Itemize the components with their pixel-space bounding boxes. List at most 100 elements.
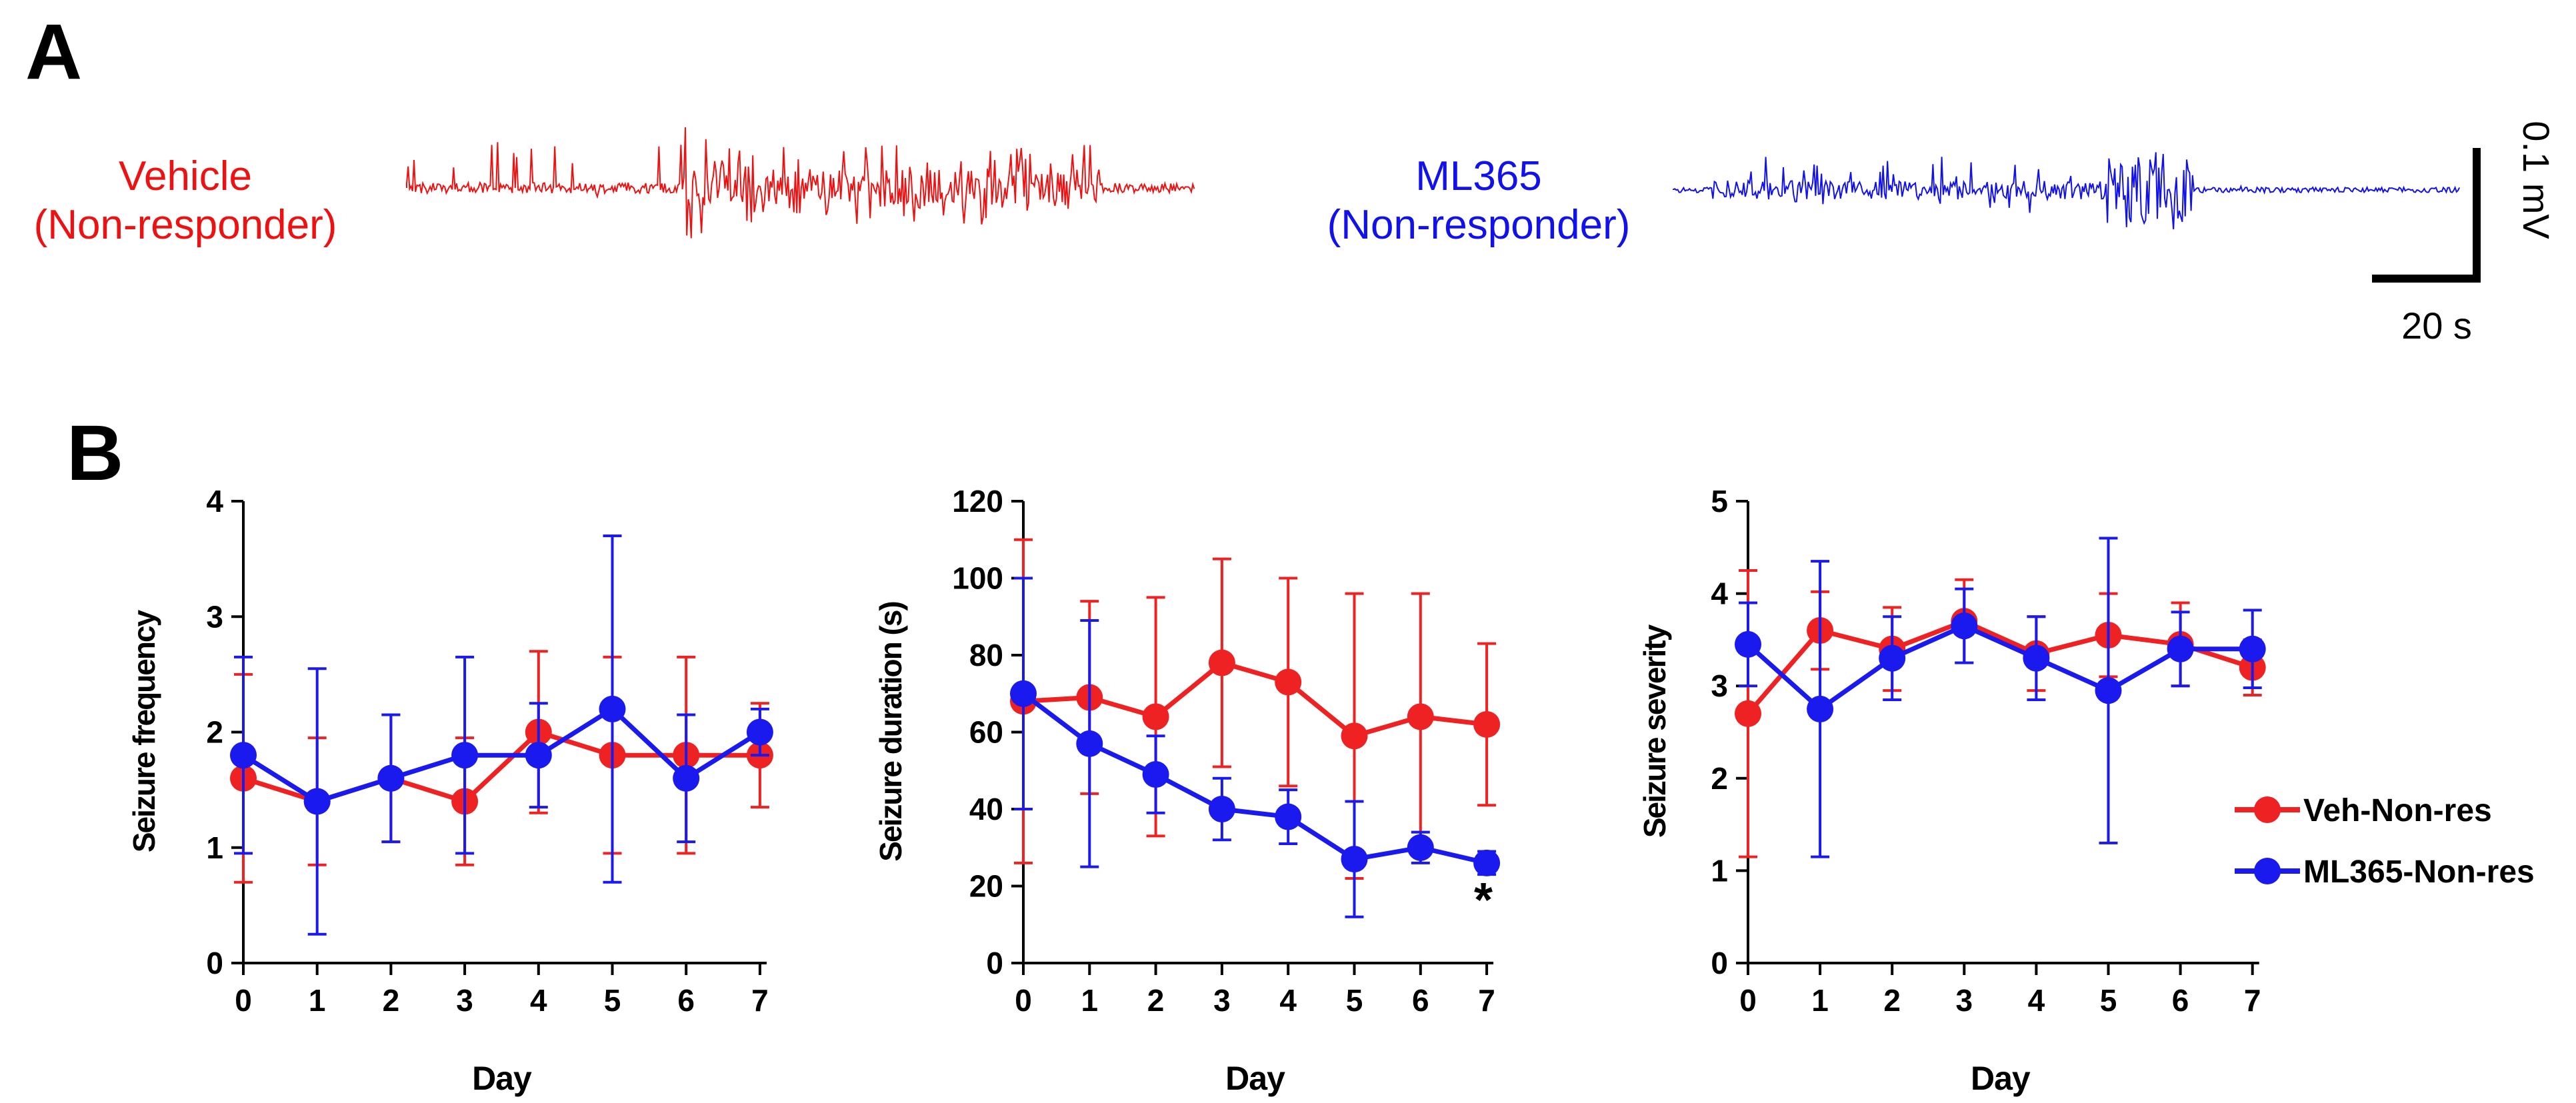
x-tick-label: 6 bbox=[1412, 983, 1429, 1018]
x-tick-label: 5 bbox=[1346, 983, 1363, 1018]
y-axis-label: Seizure frequency bbox=[127, 609, 161, 852]
data-point-ml365-non-res bbox=[230, 742, 257, 769]
data-point-veh-non-res bbox=[1275, 668, 1302, 696]
x-tick-label: 4 bbox=[1279, 983, 1297, 1018]
x-tick-label: 7 bbox=[2244, 983, 2261, 1018]
y-tick-label: 0 bbox=[1711, 946, 1728, 980]
y-tick-label: 2 bbox=[206, 715, 223, 750]
y-tick-label: 120 bbox=[952, 484, 1003, 519]
x-tick-label: 1 bbox=[309, 983, 326, 1018]
data-point-ml365-non-res bbox=[2095, 677, 2122, 704]
x-tick-label: 3 bbox=[1213, 983, 1231, 1018]
data-point-ml365-non-res bbox=[746, 718, 773, 746]
data-point-ml365-non-res bbox=[451, 742, 479, 769]
panel-a-label: A bbox=[25, 8, 82, 96]
scale-bar bbox=[2372, 148, 2481, 283]
significance-asterisk: * bbox=[1474, 874, 1493, 927]
data-point-ml365-non-res bbox=[1407, 834, 1434, 861]
data-point-ml365-non-res bbox=[1142, 761, 1169, 788]
x-tick-label: 0 bbox=[1015, 983, 1032, 1018]
data-point-ml365-non-res bbox=[673, 764, 700, 792]
x-tick-label: 7 bbox=[1478, 983, 1495, 1018]
ml365-eeg-trace bbox=[1673, 152, 2461, 230]
scale-bar-voltage-label: 0.1 mV bbox=[2515, 121, 2557, 239]
x-tick-label: 7 bbox=[751, 983, 769, 1018]
x-tick-label: 5 bbox=[604, 983, 621, 1018]
data-point-ml365-non-res bbox=[1879, 644, 1906, 672]
data-point-veh-non-res bbox=[1142, 703, 1169, 730]
legend-ml-label: ML365-Non-res bbox=[2303, 854, 2535, 890]
x-tick-label: 1 bbox=[1081, 983, 1099, 1018]
x-axis-label: Day bbox=[1971, 1060, 2031, 1097]
ml365-trace-label: ML365 bbox=[1415, 153, 1542, 199]
y-axis-label: Seizure duration (s) bbox=[873, 602, 908, 862]
y-tick-label: 60 bbox=[969, 715, 1003, 750]
data-point-veh-non-res bbox=[1208, 649, 1235, 676]
y-tick-label: 3 bbox=[1711, 668, 1728, 703]
data-point-ml365-non-res bbox=[1076, 730, 1103, 757]
x-tick-label: 6 bbox=[2172, 983, 2189, 1018]
series-line-ml365-non-res bbox=[1746, 623, 2253, 712]
chart-seizure-duration: 0 20 40 60 80 100 120 0 1 2 3 4 5 6 7 Day Seizure durati… bbox=[873, 484, 1501, 1097]
scale-bar-time-label: 20 s bbox=[2401, 305, 2472, 347]
y-axis-label: Seizure severity bbox=[1637, 624, 1672, 838]
y-tick-label: 1 bbox=[206, 830, 223, 865]
data-point-ml365-non-res bbox=[1473, 849, 1501, 876]
x-axis-label: Day bbox=[1225, 1060, 1285, 1097]
data-point-ml365-non-res bbox=[1951, 612, 1978, 640]
data-point-ml365-non-res bbox=[599, 695, 626, 722]
x-tick-label: 0 bbox=[1739, 983, 1757, 1018]
y-tick-label: 1 bbox=[1711, 853, 1728, 888]
panel-b-label: B bbox=[67, 409, 123, 497]
data-point-ml365-non-res bbox=[2167, 635, 2194, 662]
data-point-veh-non-res bbox=[1473, 710, 1501, 738]
y-tick-label: 0 bbox=[206, 946, 223, 980]
x-tick-label: 5 bbox=[2100, 983, 2117, 1018]
data-point-ml365-non-res bbox=[525, 742, 552, 769]
x-tick-label: 3 bbox=[456, 983, 473, 1018]
x-tick-label: 4 bbox=[2028, 983, 2045, 1018]
data-point-ml365-non-res bbox=[377, 764, 405, 792]
ml365-trace-sublabel: (Non-responder) bbox=[1327, 202, 1631, 248]
data-point-veh-non-res bbox=[1407, 703, 1434, 730]
vehicle-eeg-trace bbox=[406, 127, 1195, 239]
x-tick-label: 4 bbox=[530, 983, 547, 1018]
data-point-ml365-non-res bbox=[2023, 644, 2050, 672]
data-point-ml365-non-res bbox=[303, 788, 331, 815]
x-tick-label: 2 bbox=[1883, 983, 1901, 1018]
data-point-ml365-non-res bbox=[1735, 630, 1761, 658]
x-tick-label: 2 bbox=[383, 983, 400, 1018]
legend-veh-marker bbox=[2254, 796, 2281, 823]
chart-seizure-frequency: 0 1 2 3 4 0 1 2 3 4 5 6 7 Day Seizure frequency bbox=[127, 484, 773, 1097]
x-axis-label: Day bbox=[472, 1060, 532, 1097]
y-tick-label: 5 bbox=[1711, 484, 1728, 519]
data-point-ml365-non-res bbox=[1807, 695, 1834, 722]
legend-veh-label: Veh-Non-res bbox=[2303, 793, 2492, 828]
data-point-veh-non-res bbox=[1735, 700, 1761, 727]
y-tick-label: 2 bbox=[1711, 761, 1728, 796]
y-tick-label: 40 bbox=[969, 792, 1003, 826]
y-tick-label: 80 bbox=[969, 638, 1003, 672]
data-point-veh-non-res bbox=[1341, 722, 1368, 750]
vehicle-trace-sublabel: (Non-responder) bbox=[34, 202, 337, 248]
x-tick-label: 0 bbox=[235, 983, 252, 1018]
x-tick-label: 2 bbox=[1147, 983, 1165, 1018]
y-tick-label: 20 bbox=[969, 869, 1003, 904]
data-point-ml365-non-res bbox=[1010, 680, 1037, 707]
y-tick-label: 4 bbox=[1711, 576, 1728, 611]
x-tick-label: 1 bbox=[1811, 983, 1829, 1018]
y-tick-label: 0 bbox=[986, 946, 1003, 980]
legend-ml-marker bbox=[2254, 858, 2281, 884]
data-point-ml365-non-res bbox=[1341, 846, 1368, 873]
x-tick-label: 6 bbox=[677, 983, 695, 1018]
vehicle-trace-label: Vehicle bbox=[119, 153, 252, 199]
y-tick-label: 100 bbox=[952, 561, 1003, 596]
data-point-ml365-non-res bbox=[1208, 796, 1235, 822]
legend: Veh-Non-res ML365-Non-res bbox=[2235, 793, 2535, 890]
data-point-ml365-non-res bbox=[2239, 635, 2266, 662]
y-tick-label: 4 bbox=[206, 484, 223, 519]
chart-seizure-severity: 0 1 2 3 4 5 0 1 2 3 4 5 6 7 Day Seizure severity bbox=[1637, 484, 2266, 1097]
y-tick-label: 3 bbox=[206, 599, 223, 634]
data-point-ml365-non-res bbox=[1275, 803, 1302, 830]
